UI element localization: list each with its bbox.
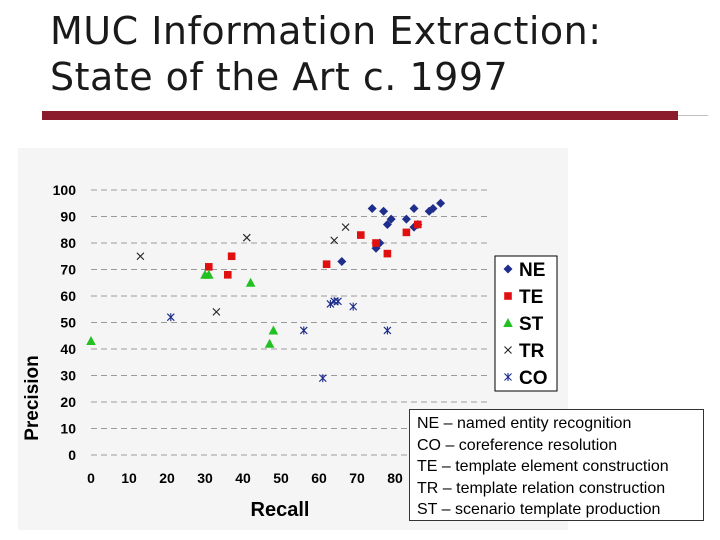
point-co [299,326,308,335]
point-ne [382,219,392,229]
point-st [204,269,214,279]
point-co [349,302,358,311]
point-st [268,325,279,335]
y-tick-label: 90 [60,209,76,225]
chart-legend: NE TE ST TR CO [494,255,558,392]
legend-label-tr: TR [519,341,545,362]
title-line-1: MUC Information Extraction: [50,9,602,53]
point-ne [379,206,389,216]
y-tick-label: 80 [60,235,76,251]
legend-marker-co [504,373,512,381]
y-tick-label: 100 [53,182,77,198]
point-ne [409,204,419,214]
y-tick-label: 50 [60,315,76,331]
x-tick-label: 30 [197,470,213,486]
point-st [245,277,256,287]
slide-title: MUC Information Extraction: State of the… [50,8,710,100]
point-st [86,336,96,346]
point-co [330,297,339,306]
point-co [318,374,327,383]
y-tick-label: 20 [60,394,76,410]
point-ne [401,214,411,224]
title-line-2: State of the Art c. 1997 [50,55,509,99]
point-tr [242,233,251,242]
y-tick-label: 30 [60,368,76,384]
y-tick-label: 70 [60,262,76,278]
point-st [264,338,275,348]
definition-co: CO – coreference resolution [417,436,618,454]
legend-marker-tr [504,346,512,354]
x-tick-label: 0 [87,470,95,486]
abbreviation-key: NE – named entity recognition CO – coref… [409,409,704,521]
definition-tr: TR – template relation construction [417,479,666,497]
point-te [227,252,236,261]
point-co [334,297,342,306]
data-points [86,198,446,383]
definition-te: TE – template element construction [417,458,669,476]
y-axis-label: Precision [22,355,43,441]
x-tick-label: 70 [349,470,365,486]
x-axis-label: Recall [251,499,310,521]
legend-marker-st [503,318,513,327]
point-ne [386,214,396,224]
x-tick-label: 40 [235,470,251,486]
chart-panel: 0 10 20 30 40 50 60 70 80 90 100 0 10 20 30 40 50 60 70 80 … [18,148,568,530]
title-underline-tail [678,115,708,116]
point-ne [436,198,446,208]
point-tr [212,308,221,316]
point-co [383,326,392,335]
legend-label-st: ST [519,314,544,335]
point-te [414,220,422,229]
point-te [372,239,380,247]
point-tr [341,223,350,231]
point-tr [136,252,145,261]
legend-label-co: CO [519,368,548,389]
x-tick-label: 50 [273,470,289,486]
legend-label-ne: NE [519,260,545,281]
legend-label-te: TE [519,287,543,308]
y-tick-label: 40 [60,341,76,357]
x-tick-label: 80 [387,470,403,486]
point-ne [428,204,438,214]
definition-st: ST – scenario template production [417,501,661,519]
x-tick-label: 20 [159,470,175,486]
x-tick-label: 10 [121,470,137,486]
point-ne [337,257,347,267]
title-underline [42,111,678,120]
point-te [224,271,232,279]
point-co [326,299,335,308]
point-te [322,260,331,268]
tick-labels: 0 10 20 30 40 50 60 70 80 90 100 0 10 20 30 40 50 60 70 80 [53,182,403,486]
y-tick-label: 10 [60,421,76,437]
point-te [402,228,411,237]
y-tick-label: 0 [68,447,76,463]
point-co [166,313,175,322]
legend-marker-ne [503,264,513,274]
y-tick-label: 60 [60,288,76,304]
point-te [205,263,213,271]
point-te [357,231,365,239]
x-tick-label: 60 [311,470,327,486]
point-ne [367,204,377,214]
point-tr [330,236,339,245]
point-te [383,249,392,258]
point-ne [424,206,434,216]
definition-ne: NE – named entity recognition [417,415,632,432]
legend-marker-te [504,292,512,300]
